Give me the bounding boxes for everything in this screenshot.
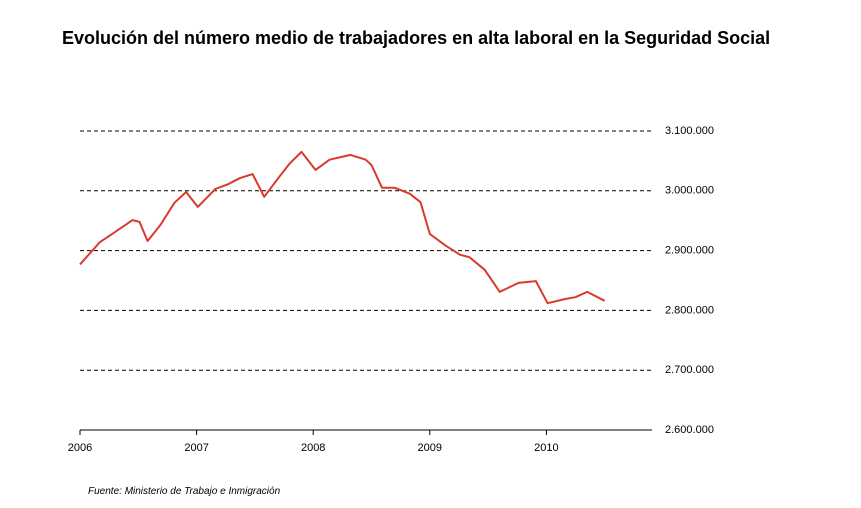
source-note: Fuente: Ministerio de Trabajo e Inmigrac… bbox=[88, 486, 281, 497]
y-tick-label: 3.100.000 bbox=[665, 125, 714, 137]
y-tick-label: 2.700.000 bbox=[665, 364, 714, 376]
y-tick-label: 2.600.000 bbox=[665, 424, 714, 436]
chart-title: Evolución del número medio de trabajador… bbox=[62, 28, 771, 48]
x-tick-label: 2008 bbox=[301, 442, 325, 454]
x-tick-label: 2010 bbox=[534, 442, 558, 454]
x-tick-label: 2009 bbox=[418, 442, 442, 454]
x-tick-label: 2006 bbox=[68, 442, 92, 454]
y-tick-label: 2.800.000 bbox=[665, 304, 714, 316]
x-tick-label: 2007 bbox=[184, 442, 208, 454]
data-line bbox=[79, 150, 606, 305]
y-tick-label: 2.900.000 bbox=[665, 245, 714, 257]
y-tick-label: 3.000.000 bbox=[665, 185, 714, 197]
